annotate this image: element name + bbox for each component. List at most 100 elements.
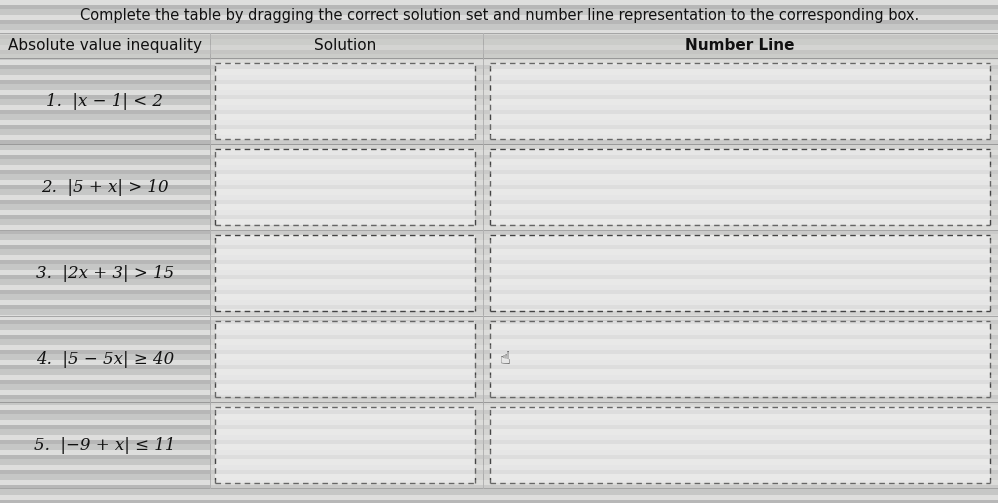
Bar xyxy=(0,140,998,144)
Bar xyxy=(0,165,998,174)
Bar xyxy=(0,30,998,39)
Bar xyxy=(0,135,998,144)
Bar xyxy=(210,144,998,230)
Bar xyxy=(0,45,998,54)
Bar xyxy=(0,465,998,474)
Bar xyxy=(0,395,998,399)
Bar xyxy=(0,285,998,294)
Bar xyxy=(0,60,998,69)
Bar xyxy=(0,305,998,309)
Bar xyxy=(215,149,475,225)
Bar xyxy=(0,405,998,414)
Bar xyxy=(0,180,998,189)
Bar xyxy=(0,225,998,234)
Bar xyxy=(0,240,998,249)
Bar xyxy=(0,0,998,9)
Bar xyxy=(0,105,998,114)
Bar xyxy=(0,255,998,264)
Bar xyxy=(0,195,998,204)
Bar xyxy=(0,270,998,279)
Bar xyxy=(0,375,998,384)
Bar xyxy=(0,465,998,474)
Bar xyxy=(0,315,998,324)
Bar xyxy=(490,235,990,311)
Bar xyxy=(0,230,998,234)
Bar xyxy=(0,495,998,503)
Bar xyxy=(0,290,998,294)
Text: 3.  |2x + 3| > 15: 3. |2x + 3| > 15 xyxy=(36,265,174,282)
Bar xyxy=(0,30,998,39)
Bar xyxy=(0,500,998,503)
Bar xyxy=(0,165,998,174)
Bar xyxy=(210,402,998,488)
Bar xyxy=(0,470,998,474)
Bar xyxy=(0,171,998,174)
Bar xyxy=(0,455,998,459)
Bar xyxy=(0,345,998,354)
Bar xyxy=(0,300,998,309)
Bar xyxy=(0,365,998,369)
Bar xyxy=(215,235,475,311)
Bar xyxy=(210,230,998,316)
Bar xyxy=(215,63,475,139)
Bar xyxy=(0,345,998,354)
Bar xyxy=(0,90,998,99)
Bar xyxy=(0,410,998,414)
Bar xyxy=(0,120,998,129)
Bar xyxy=(0,50,998,54)
Bar xyxy=(0,351,998,354)
Bar xyxy=(215,321,475,397)
Bar xyxy=(0,155,998,159)
Bar xyxy=(0,330,998,339)
Bar xyxy=(0,300,998,309)
Bar xyxy=(0,240,998,249)
Bar xyxy=(215,407,475,483)
Bar xyxy=(0,435,998,444)
Bar xyxy=(0,150,998,159)
Bar xyxy=(490,407,990,483)
Bar xyxy=(0,435,998,444)
Bar xyxy=(210,316,998,402)
Bar xyxy=(0,210,998,219)
Bar xyxy=(0,186,998,189)
Bar xyxy=(490,149,990,225)
Bar xyxy=(0,380,998,384)
Bar xyxy=(0,60,998,69)
Bar xyxy=(0,65,998,69)
Bar xyxy=(0,420,998,429)
Bar xyxy=(0,45,998,54)
Bar xyxy=(490,63,990,139)
Bar xyxy=(0,360,998,369)
Bar xyxy=(0,80,998,84)
Bar xyxy=(0,375,998,384)
Bar xyxy=(0,210,998,219)
Bar xyxy=(0,360,998,369)
Bar xyxy=(0,480,998,489)
Bar xyxy=(0,255,998,264)
Bar xyxy=(0,270,998,279)
Text: Absolute value inequality: Absolute value inequality xyxy=(8,38,202,53)
Text: Complete the table by dragging the correct solution set and number line represen: Complete the table by dragging the corre… xyxy=(81,8,919,23)
Bar xyxy=(0,195,998,204)
Bar xyxy=(0,125,998,129)
Bar xyxy=(0,390,998,399)
Text: Solution: Solution xyxy=(314,38,376,53)
Bar xyxy=(0,450,998,459)
Bar xyxy=(0,110,998,114)
Bar xyxy=(0,320,998,324)
Bar xyxy=(0,276,998,279)
Bar xyxy=(0,135,998,144)
Bar xyxy=(0,215,998,219)
Bar xyxy=(0,105,998,114)
Bar xyxy=(490,321,990,397)
Bar xyxy=(0,450,998,459)
Bar xyxy=(0,390,998,399)
Bar xyxy=(0,200,998,204)
Bar xyxy=(0,485,998,489)
Bar xyxy=(0,285,998,294)
Bar xyxy=(0,336,998,339)
Bar xyxy=(210,58,998,144)
Bar xyxy=(0,75,998,84)
Bar xyxy=(0,6,998,9)
Bar xyxy=(0,180,998,189)
